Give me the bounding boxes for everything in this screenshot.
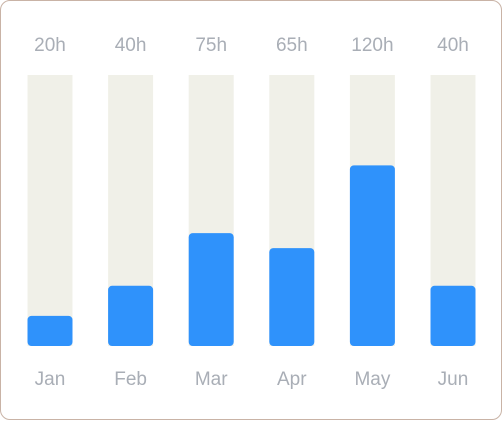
category-label-feb: Feb — [114, 369, 147, 390]
bar-jun — [430, 285, 476, 346]
value-label-feb: 40h — [115, 35, 147, 56]
value-label-apr: 65h — [276, 35, 308, 56]
value-label-jan: 20h — [34, 35, 66, 56]
value-label-jun: 40h — [437, 35, 469, 56]
bar-apr — [269, 248, 315, 346]
bar-jan — [27, 315, 73, 346]
bar-mar — [188, 233, 234, 346]
category-label-jan: Jan — [35, 369, 66, 390]
category-label-may: May — [354, 369, 390, 390]
category-label-mar: Mar — [195, 369, 228, 390]
bar-track — [27, 75, 73, 346]
category-label-jun: Jun — [438, 369, 469, 390]
bar-feb — [108, 285, 154, 346]
value-label-mar: 75h — [195, 35, 227, 56]
category-label-apr: Apr — [277, 369, 307, 390]
value-label-may: 120h — [351, 35, 393, 56]
bar-may — [349, 165, 395, 346]
